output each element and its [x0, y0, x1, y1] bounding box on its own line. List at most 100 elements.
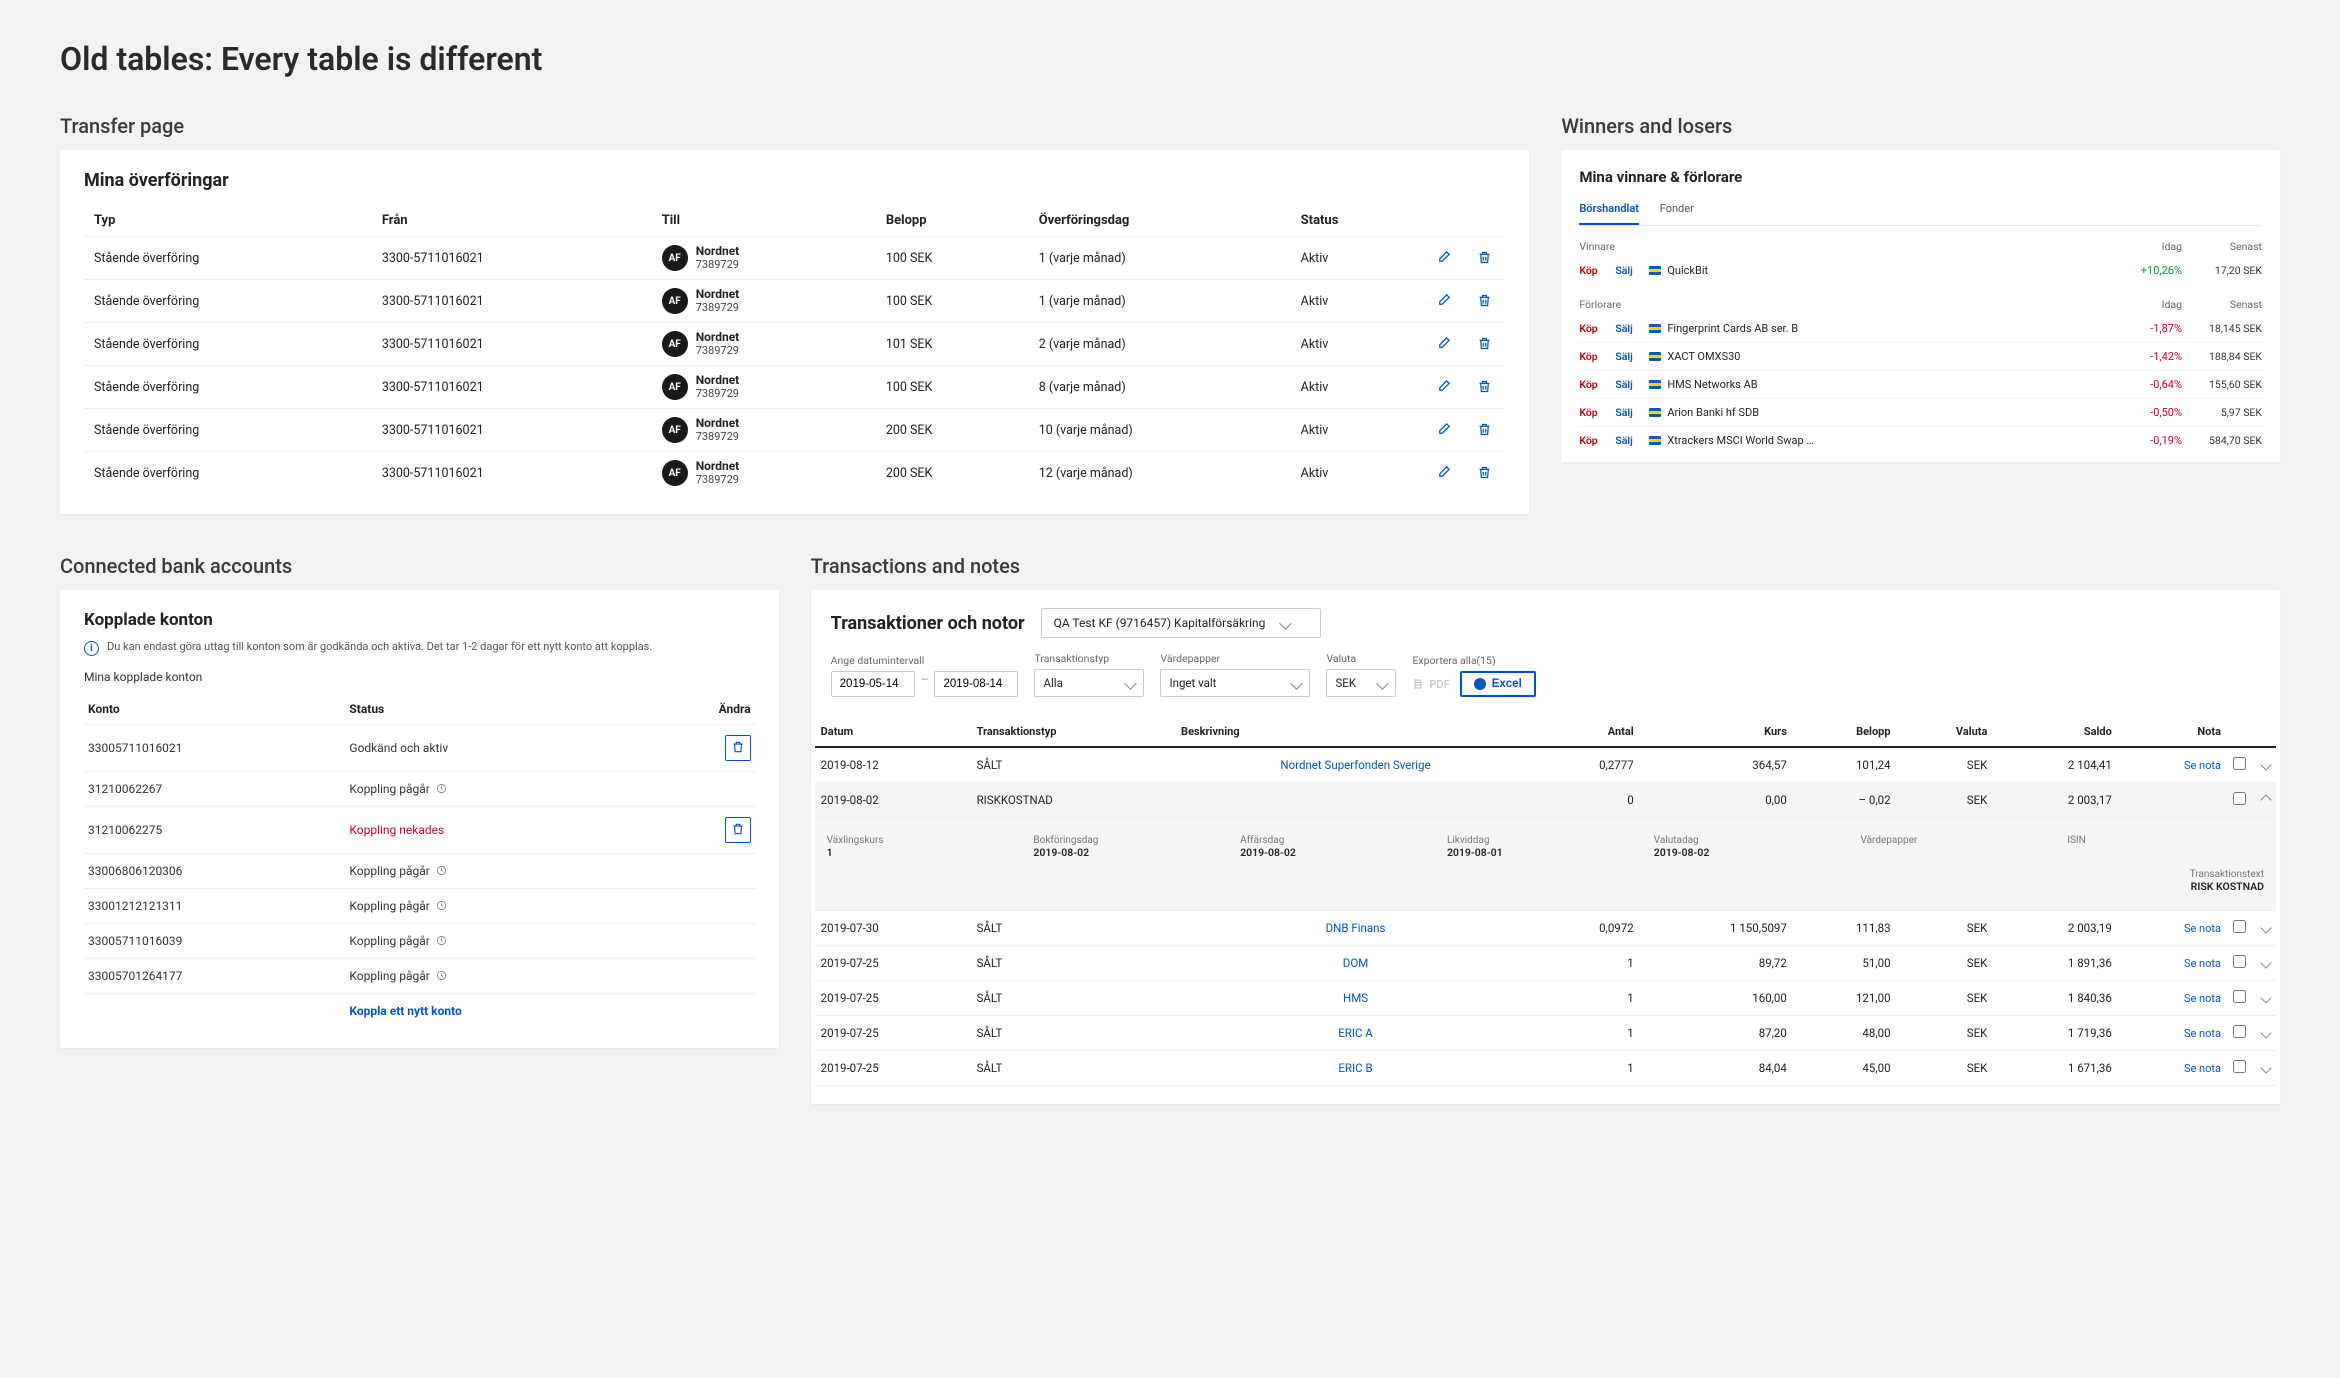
- sell-link[interactable]: Sälj: [1615, 434, 1649, 447]
- currency-select[interactable]: SEK: [1326, 669, 1396, 697]
- edit-button[interactable]: [1433, 419, 1454, 440]
- expand-toggle[interactable]: [2260, 759, 2271, 770]
- security-link[interactable]: DNB Finans: [1326, 921, 1386, 935]
- table-row: 2019-07-25SÅLTDOM189,7251,00SEK1 891,36S…: [815, 946, 2276, 981]
- cell-datum: 2019-07-25: [815, 1051, 971, 1086]
- date-to-input[interactable]: [934, 671, 1018, 697]
- col-senast-2: Senast: [2182, 298, 2262, 311]
- security-link[interactable]: ERIC B: [1338, 1061, 1372, 1075]
- security-select[interactable]: Inget valt: [1160, 669, 1310, 697]
- section-label-transactions: Transactions and notes: [811, 554, 2280, 578]
- add-account-link[interactable]: Koppla ett nytt konto: [349, 1004, 461, 1018]
- expand-toggle[interactable]: [2260, 992, 2271, 1003]
- table-row: Stående överföring3300-5711016021AFNordn…: [84, 280, 1505, 323]
- edit-button[interactable]: [1433, 462, 1454, 483]
- buy-link[interactable]: Köp: [1579, 378, 1615, 391]
- delete-button[interactable]: [1474, 333, 1495, 354]
- delete-button[interactable]: [1474, 376, 1495, 397]
- date-from-input[interactable]: [831, 671, 915, 697]
- row-checkbox[interactable]: [2233, 990, 2246, 1003]
- flag-icon: [1649, 324, 1661, 333]
- cell-kurs: 84,04: [1640, 1051, 1793, 1086]
- buy-link[interactable]: Köp: [1579, 406, 1615, 419]
- view-note-link[interactable]: Se nota: [2184, 759, 2221, 772]
- buy-link[interactable]: Köp: [1579, 434, 1615, 447]
- sell-link[interactable]: Sälj: [1615, 406, 1649, 419]
- buy-link[interactable]: Köp: [1579, 322, 1615, 335]
- sell-link[interactable]: Sälj: [1615, 378, 1649, 391]
- sell-link[interactable]: Sälj: [1615, 350, 1649, 363]
- section-label-accounts: Connected bank accounts: [60, 554, 779, 578]
- delete-button[interactable]: [725, 735, 751, 761]
- expand-toggle[interactable]: [2260, 794, 2271, 805]
- currency-value: SEK: [1335, 676, 1356, 690]
- winners-card: Mina vinnare & förlorare Börshandlat Fon…: [1561, 150, 2280, 462]
- edit-button[interactable]: [1433, 290, 1454, 311]
- cell-belopp: 51,00: [1793, 946, 1897, 981]
- row-checkbox[interactable]: [2233, 920, 2246, 933]
- label-currency: Valuta: [1326, 652, 1396, 665]
- table-row: 31210062275Koppling nekades: [84, 807, 755, 854]
- cell-saldo: 1 891,36: [1993, 946, 2117, 981]
- export-excel-button[interactable]: Excel: [1460, 671, 1536, 697]
- delete-button[interactable]: [1474, 462, 1495, 483]
- row-checkbox[interactable]: [2233, 757, 2246, 770]
- cell-kurs: 160,00: [1640, 981, 1793, 1016]
- cell-typ: SÅLT: [971, 1016, 1175, 1051]
- col-valuta: Valuta: [1897, 717, 1994, 747]
- print-icon: [1474, 678, 1486, 690]
- account-select[interactable]: QA Test KF (9716457) Kapitalförsäkring: [1041, 608, 1321, 638]
- transfer-title: Mina överföringar: [84, 170, 1505, 191]
- cell-saldo: 1 840,36: [1993, 981, 2117, 1016]
- row-checkbox[interactable]: [2233, 1025, 2246, 1038]
- cell-kurs: 1 150,5097: [1640, 911, 1793, 946]
- security-link[interactable]: Nordnet Superfonden Sverige: [1280, 758, 1430, 772]
- edit-button[interactable]: [1433, 247, 1454, 268]
- col-fran: Från: [372, 205, 652, 237]
- accounts-info: Du kan endast göra uttag till konton som…: [107, 640, 652, 653]
- row-checkbox[interactable]: [2233, 1060, 2246, 1073]
- expand-toggle[interactable]: [2260, 922, 2271, 933]
- expand-toggle[interactable]: [2260, 1062, 2271, 1073]
- cell-typ: Stående överföring: [84, 323, 372, 366]
- delete-button[interactable]: [725, 817, 751, 843]
- row-checkbox[interactable]: [2233, 792, 2246, 805]
- expand-toggle[interactable]: [2260, 957, 2271, 968]
- view-note-link[interactable]: Se nota: [2184, 992, 2221, 1005]
- cell-idag: -0,64%: [2112, 378, 2182, 391]
- tab-borshandlat[interactable]: Börshandlat: [1579, 196, 1639, 225]
- view-note-link[interactable]: Se nota: [2184, 1027, 2221, 1040]
- cell-datum: 2019-07-25: [815, 981, 971, 1016]
- tab-fonder[interactable]: Fonder: [1660, 196, 1694, 223]
- cell-konto: 31210062275: [84, 807, 345, 854]
- flag-icon: [1649, 266, 1661, 275]
- view-note-link[interactable]: Se nota: [2184, 922, 2221, 935]
- sell-link[interactable]: Sälj: [1615, 322, 1649, 335]
- row-checkbox[interactable]: [2233, 955, 2246, 968]
- cell-status: Aktiv: [1291, 323, 1424, 366]
- security-link[interactable]: HMS: [1343, 991, 1368, 1005]
- cell-dag: 8 (varje månad): [1029, 366, 1291, 409]
- delete-button[interactable]: [1474, 419, 1495, 440]
- delete-button[interactable]: [1474, 290, 1495, 311]
- edit-button[interactable]: [1433, 333, 1454, 354]
- transfer-table: Typ Från Till Belopp Överföringsdag Stat…: [84, 205, 1505, 494]
- view-note-link[interactable]: Se nota: [2184, 1062, 2221, 1075]
- edit-button[interactable]: [1433, 376, 1454, 397]
- view-note-link[interactable]: Se nota: [2184, 957, 2221, 970]
- cell-belopp: 100 SEK: [876, 366, 1029, 409]
- chevron-down-icon: [1279, 617, 1292, 630]
- expand-toggle[interactable]: [2260, 1027, 2271, 1038]
- type-select[interactable]: Alla: [1034, 669, 1144, 697]
- account-badge: AF: [662, 417, 688, 443]
- cell-belopp: 45,00: [1793, 1051, 1897, 1086]
- delete-button[interactable]: [1474, 247, 1495, 268]
- security-link[interactable]: ERIC A: [1338, 1026, 1373, 1040]
- buy-link[interactable]: Köp: [1579, 264, 1615, 277]
- cell-kurs: 364,57: [1640, 747, 1793, 783]
- security-name: Xtrackers MSCI World Swap …: [1663, 434, 2112, 447]
- buy-link[interactable]: Köp: [1579, 350, 1615, 363]
- cell-datum: 2019-08-12: [815, 747, 971, 783]
- security-link[interactable]: DOM: [1343, 956, 1369, 970]
- sell-link[interactable]: Sälj: [1615, 264, 1649, 277]
